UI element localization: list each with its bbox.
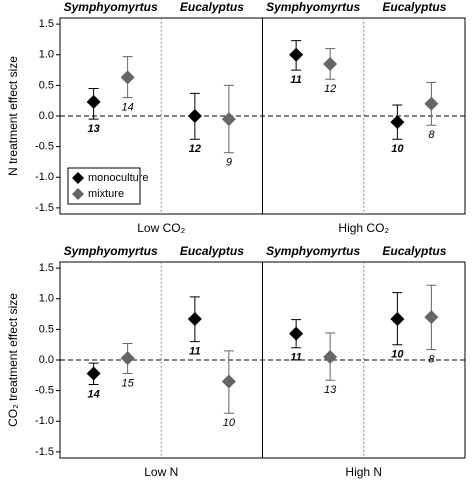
- y-tick-label: -1.5: [35, 202, 54, 214]
- group-label: Symphyomyrtus: [64, 0, 158, 14]
- y-tick-label: 1.5: [39, 262, 54, 274]
- sample-size: 11: [290, 352, 301, 364]
- marker: [323, 349, 338, 364]
- sample-size: 10: [223, 417, 236, 429]
- marker: [120, 70, 135, 85]
- y-tick-label: 0.5: [39, 79, 54, 91]
- y-axis-label: N treatment effect size: [6, 56, 20, 176]
- group-label: Symphyomyrtus: [266, 244, 360, 258]
- y-tick-label: -0.5: [35, 141, 54, 153]
- sample-size: 8: [428, 353, 435, 365]
- y-tick-label: -0.5: [35, 385, 54, 397]
- sample-size: 12: [324, 83, 336, 95]
- marker: [390, 115, 405, 130]
- y-tick-label: 0.0: [39, 110, 54, 122]
- marker: [120, 351, 135, 366]
- x-axis-label: Low CO₂: [137, 221, 185, 235]
- sample-size: 12: [189, 143, 201, 155]
- legend-marker: [72, 172, 84, 184]
- marker: [289, 47, 304, 62]
- marker: [187, 109, 202, 123]
- x-axis-label: Low N: [144, 465, 178, 479]
- group-label: Eucalyptus: [382, 0, 446, 14]
- y-tick-label: 0.5: [39, 323, 54, 335]
- y-tick-label: -1.0: [35, 171, 54, 183]
- marker: [86, 94, 101, 109]
- group-label: Eucalyptus: [180, 0, 244, 14]
- y-tick-label: -1.0: [35, 415, 54, 427]
- sample-size: 10: [391, 143, 404, 155]
- group-label: Eucalyptus: [382, 244, 446, 258]
- marker: [424, 310, 439, 325]
- marker: [390, 311, 405, 326]
- x-axis-label: High N: [345, 465, 382, 479]
- sample-size: 9: [226, 157, 232, 169]
- sample-size: 14: [88, 388, 100, 400]
- sample-size: 11: [189, 346, 200, 358]
- sample-size: 15: [122, 377, 135, 389]
- group-label: Symphyomyrtus: [64, 244, 158, 258]
- legend-label: monoculture: [88, 172, 149, 184]
- sample-size: 10: [391, 349, 404, 361]
- marker: [424, 96, 439, 111]
- y-tick-label: 1.0: [39, 293, 54, 305]
- y-tick-label: 0.0: [39, 354, 54, 366]
- sample-size: 13: [88, 123, 100, 135]
- sample-size: 11: [290, 74, 301, 86]
- marker: [323, 56, 338, 71]
- legend-marker: [72, 188, 84, 200]
- sample-size: 14: [122, 102, 134, 114]
- sample-size: 8: [428, 129, 435, 141]
- y-axis-label: CO₂ treatment effect size: [6, 293, 20, 427]
- marker: [86, 366, 101, 381]
- y-tick-label: -1.5: [35, 446, 54, 458]
- y-tick-label: 1.0: [39, 49, 54, 61]
- marker: [289, 326, 304, 341]
- marker: [221, 374, 236, 389]
- group-label: Eucalyptus: [180, 244, 244, 258]
- group-label: Symphyomyrtus: [266, 0, 360, 14]
- legend-label: mixture: [88, 188, 124, 200]
- marker: [221, 112, 236, 127]
- x-axis-label: High CO₂: [338, 221, 389, 235]
- y-tick-label: 1.5: [39, 18, 54, 30]
- sample-size: 13: [324, 384, 337, 396]
- marker: [187, 311, 202, 326]
